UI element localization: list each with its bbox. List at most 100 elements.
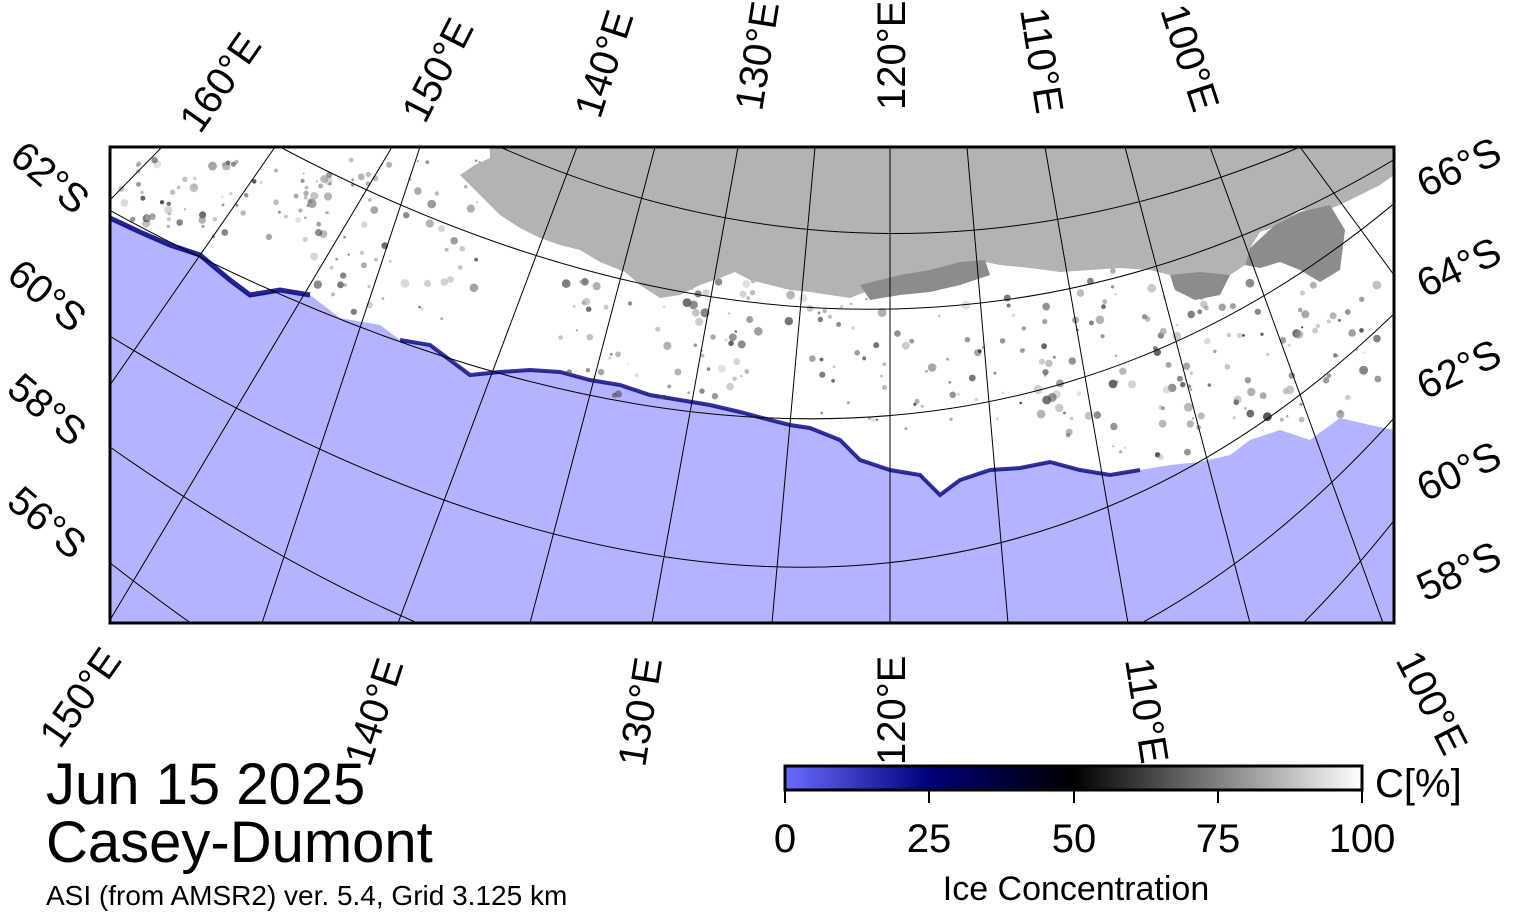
ice-speckle (831, 378, 835, 383)
ice-speckle (1345, 394, 1351, 401)
ice-speckle (1019, 348, 1025, 353)
ice-speckle (359, 250, 365, 255)
ice-speckle (1233, 395, 1242, 404)
lat-label-right: 58°S (1410, 533, 1508, 610)
ice-speckle (328, 182, 332, 186)
ice-speckle (754, 327, 763, 336)
ice-speckle (1044, 373, 1047, 377)
ice-speckle (229, 192, 233, 196)
ice-speckle (597, 368, 605, 376)
ice-speckle (655, 326, 661, 332)
ice-speckle (446, 276, 454, 283)
ice-speckle (166, 201, 171, 206)
ice-speckle (1065, 433, 1071, 438)
ice-speckle (347, 253, 350, 256)
ice-speckle (566, 369, 572, 375)
ice-speckle (192, 176, 197, 181)
ice-speckle (140, 195, 146, 201)
ice-speckle (324, 314, 328, 317)
ice-speckle (663, 341, 672, 350)
ice-speckle (444, 247, 449, 252)
lon-label-top: 140°E (567, 5, 643, 123)
ice-speckle (135, 163, 140, 168)
ice-speckle (1260, 332, 1264, 336)
ice-speckle (1312, 327, 1319, 334)
ice-speckle (1246, 409, 1255, 418)
ice-speckle (136, 161, 142, 167)
lon-label-bottom: 130°E (610, 654, 671, 769)
ice-speckle (316, 221, 322, 227)
ice-speckle (1184, 448, 1191, 456)
ice-speckle (458, 265, 463, 270)
ice-speckle (1299, 290, 1305, 296)
map-frame (108, 145, 1396, 625)
ice-speckle (924, 369, 928, 373)
ice-speckle (140, 190, 144, 195)
ice-speckle (865, 298, 868, 301)
ice-speckle (475, 201, 479, 204)
ice-speckle (1108, 379, 1118, 389)
lat-label-right: 62°S (1410, 331, 1508, 408)
ice-speckle (1076, 289, 1085, 297)
ice-speckle (1326, 319, 1331, 324)
ice-speckle (1100, 334, 1105, 339)
ice-speckle (1021, 326, 1027, 331)
ice-speckle (225, 160, 231, 166)
ice-speckle (1063, 411, 1066, 415)
ice-speckle (423, 279, 432, 288)
ice-speckle (189, 183, 199, 193)
ice-speckle (1112, 445, 1115, 448)
ice-speckle (1297, 307, 1303, 313)
ice-speckle (464, 185, 468, 189)
colorbar-tick-label: 75 (1196, 817, 1241, 861)
meridian-line (966, 147, 1009, 623)
lat-label-left: 56°S (0, 478, 94, 568)
ice-speckle (1182, 362, 1191, 370)
ice-speckle (1087, 277, 1094, 285)
ice-speckle (1233, 399, 1240, 405)
ice-speckle (166, 224, 170, 228)
ice-speckle (1001, 391, 1004, 395)
colorbar: 0 25 50 75 100 C[%] Ice Concentration (774, 762, 1462, 908)
ice-speckle (914, 398, 920, 404)
ice-speckle (695, 317, 704, 327)
ice-speckle (1084, 411, 1093, 420)
colorbar-tick-label: 25 (907, 817, 952, 861)
ice-speckle (586, 333, 594, 341)
ice-speckle (434, 191, 440, 196)
ice-speckle (136, 181, 141, 187)
ice-speckle (603, 304, 609, 310)
ice-speckle (870, 417, 876, 423)
ice-speckle (948, 381, 952, 384)
ice-speckle (1110, 285, 1115, 289)
ice-speckle (558, 335, 563, 340)
ice-speckle (717, 364, 726, 373)
ice-speckle (1245, 278, 1255, 288)
ice-speckle (726, 382, 734, 391)
ice-speckle (329, 265, 334, 270)
lon-label-top: 110°E (1011, 5, 1071, 117)
ice-speckle (310, 252, 318, 261)
ice-speckle (711, 393, 719, 400)
ice-speckle (425, 160, 430, 165)
ice-speckle (1011, 313, 1016, 317)
ice-speckle (694, 290, 702, 298)
ice-speckle (1197, 412, 1205, 420)
ice-speckle (274, 168, 278, 173)
ice-speckle (1333, 353, 1338, 358)
ice-speckle (1055, 403, 1064, 413)
lon-label-top: 150°E (394, 12, 483, 129)
ice-speckle (1065, 428, 1073, 436)
ice-speckle (873, 342, 880, 349)
ice-speckle (176, 219, 183, 226)
ice-speckle (450, 237, 459, 245)
ice-speckle (1336, 410, 1345, 419)
ice-speckle (1244, 377, 1252, 384)
ice-speckle (1309, 281, 1317, 289)
ice-speckle (230, 161, 237, 167)
ice-speckle (1180, 381, 1186, 388)
ice-speckle (315, 180, 318, 183)
ice-speckle (740, 374, 743, 378)
ice-speckle (151, 156, 158, 164)
ice-speckle (414, 187, 422, 195)
